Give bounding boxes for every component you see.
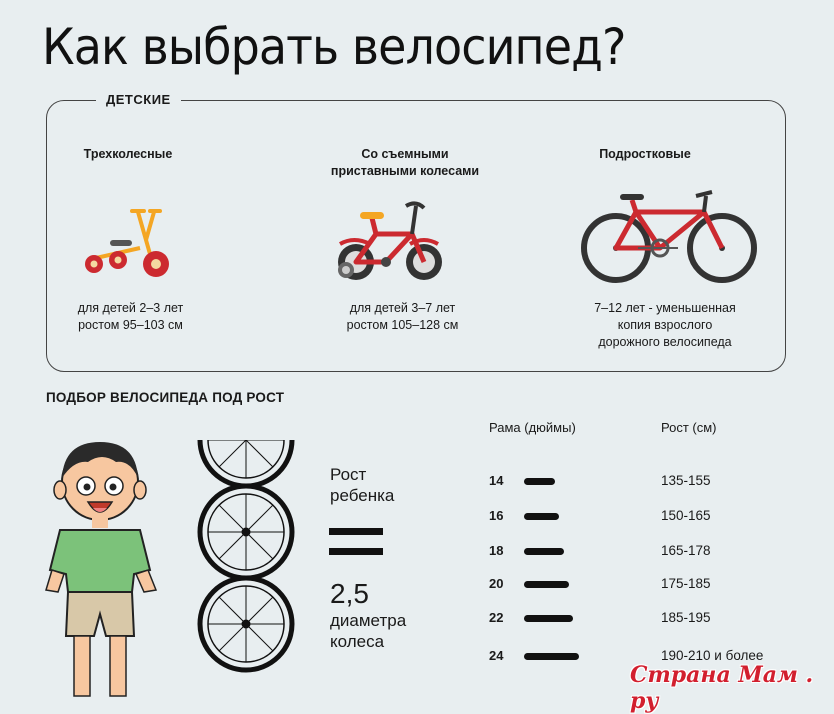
training-wheels-title: Со съемными приставными колесами xyxy=(300,146,510,180)
wheel-top xyxy=(197,440,295,489)
frame-size-bar-1 xyxy=(524,513,559,520)
frame-size-2: 18 xyxy=(489,543,504,558)
height-range-1: 150-165 xyxy=(661,508,711,523)
frame-size-1: 16 xyxy=(489,508,504,523)
height-range-5: 190-210 и более xyxy=(661,648,764,663)
training-wheels-title-line1: Со съемными xyxy=(361,147,449,161)
teen-bike-desc-line3: дорожного велосипеда xyxy=(598,335,732,349)
tricycle-title: Трехколесные xyxy=(58,146,198,163)
wheels-stack-illustration xyxy=(197,440,295,673)
height-range-0: 135-155 xyxy=(661,473,711,488)
rule-line3: диаметра xyxy=(330,611,407,630)
training-wheels-title-line2: приставными колесами xyxy=(330,164,480,178)
frame-size-4: 22 xyxy=(489,610,504,625)
size-section-title: ПОДБОР ВЕЛОСИПЕДА ПОД РОСТ xyxy=(46,390,285,405)
height-range-4: 185-195 xyxy=(661,610,711,625)
frame-size-bar-0 xyxy=(524,478,555,485)
page-title: Как выбрать велосипед? xyxy=(42,18,626,76)
watermark: Страна Мам . ру xyxy=(630,662,814,714)
equals-bar-top xyxy=(329,528,383,535)
tricycle-desc-line2: ростом 95–103 см xyxy=(78,318,183,332)
teen-bike-illustration xyxy=(581,190,757,283)
training-wheels-desc: для детей 3–7 лет ростом 105–128 см xyxy=(320,300,485,334)
rule-line2: ребенка xyxy=(330,486,395,505)
frame-size-0: 14 xyxy=(489,473,504,488)
rule-bottom: диаметра колеса xyxy=(330,610,406,652)
frame-size-bar-5 xyxy=(524,653,579,660)
training-wheels-desc-line2: ростом 105–128 см xyxy=(346,318,459,332)
rule-number: 2,5 xyxy=(330,578,369,609)
height-range-2: 165-178 xyxy=(661,543,711,558)
equals-bar-bottom xyxy=(329,548,383,555)
teen-bike-desc: 7–12 лет - уменьшенная копия взрослого д… xyxy=(570,300,760,351)
tricycle-illustration xyxy=(85,209,169,277)
rule-top: Рост ребенка xyxy=(330,464,394,506)
frame-size-5: 24 xyxy=(489,648,504,663)
frame-size-bar-2 xyxy=(524,548,564,555)
height-column-header: Рост (см) xyxy=(661,420,717,435)
tricycle-desc-line1: для детей 2–3 лет xyxy=(77,301,184,315)
wheel-bottom xyxy=(197,575,295,673)
rule-line1: Рост xyxy=(330,465,367,484)
frame-size-bar-3 xyxy=(524,581,569,588)
tricycle-desc: для детей 2–3 лет ростом 95–103 см xyxy=(58,300,203,334)
tricycle-title-line1: Трехколесные xyxy=(83,147,173,161)
teen-bike-title: Подростковые xyxy=(570,146,720,163)
kids-section-label: ДЕТСКИЕ xyxy=(96,92,181,107)
height-range-3: 175-185 xyxy=(661,576,711,591)
training-wheels-desc-line1: для детей 3–7 лет xyxy=(349,301,456,315)
wheel-middle xyxy=(197,483,295,581)
training-wheels-illustration xyxy=(338,201,442,280)
teen-bike-title-line1: Подростковые xyxy=(599,147,691,161)
kids-section-frame xyxy=(46,100,786,372)
frame-size-3: 20 xyxy=(489,576,504,591)
frame-size-bar-4 xyxy=(524,615,573,622)
child-illustration xyxy=(45,442,158,697)
teen-bike-desc-line2: копия взрослого xyxy=(617,318,713,332)
rule-line4: колеса xyxy=(330,632,385,651)
teen-bike-desc-line1: 7–12 лет - уменьшенная xyxy=(594,301,736,315)
frame-column-header: Рама (дюймы) xyxy=(489,420,576,435)
